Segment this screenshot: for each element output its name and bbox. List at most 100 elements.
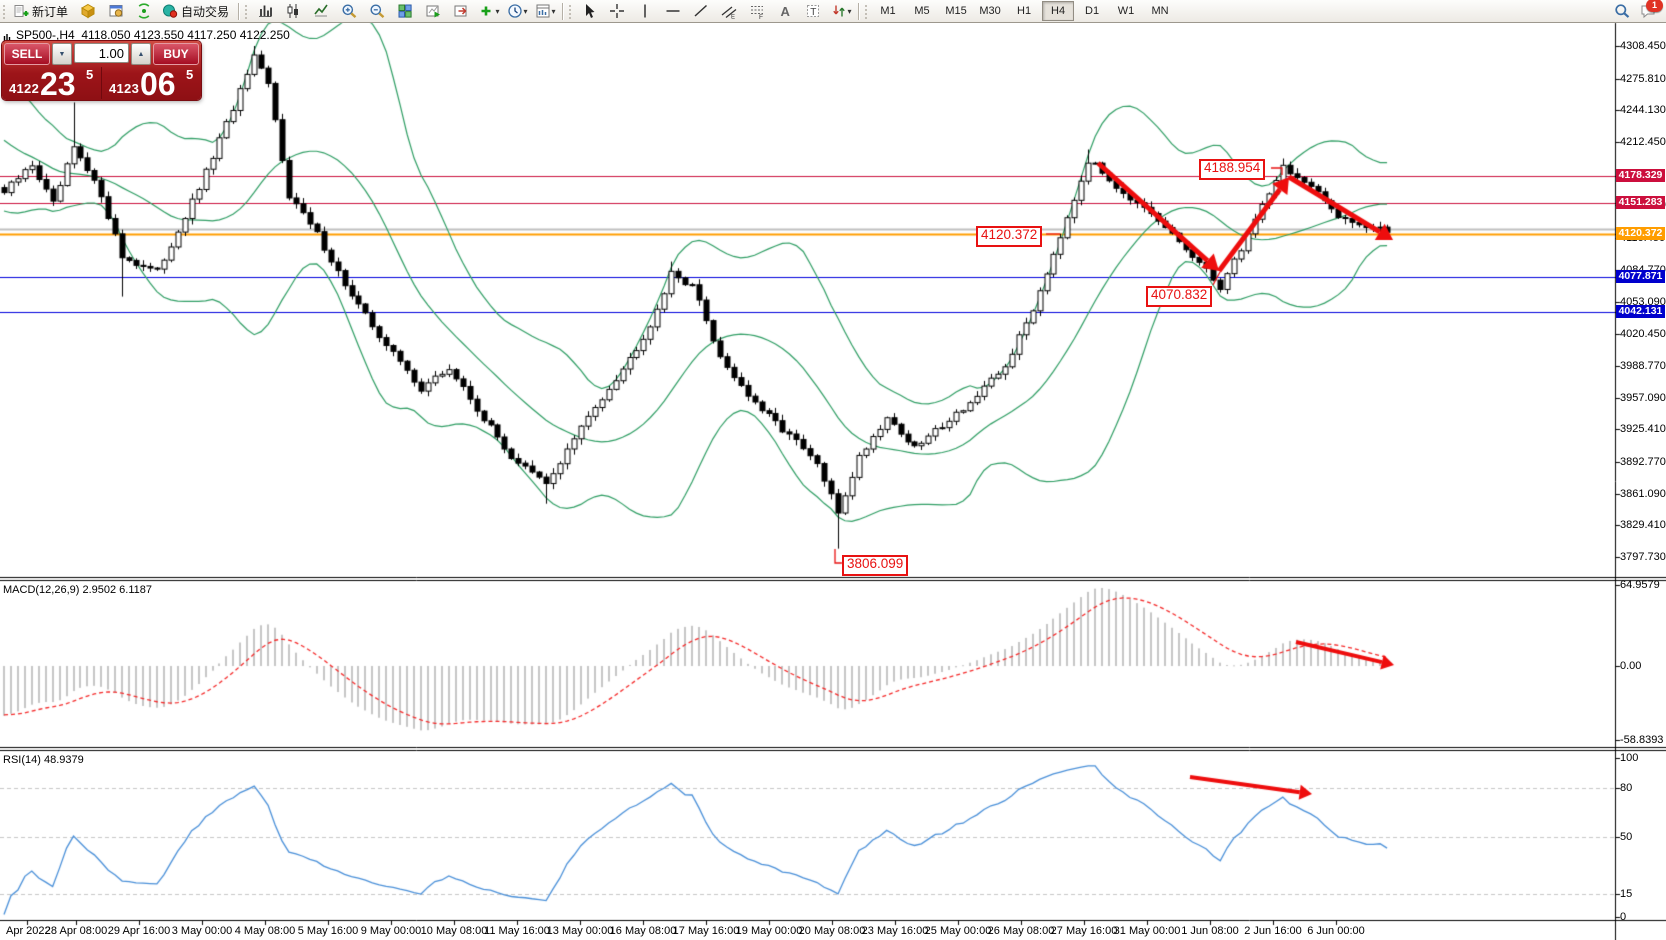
search-button[interactable] xyxy=(1614,3,1630,19)
market-watch-button[interactable] xyxy=(102,1,130,22)
volume-decrease-button[interactable]: ▼ xyxy=(52,43,72,65)
rsi-axis-label: 80 xyxy=(1620,782,1633,794)
toolbar-separator xyxy=(858,2,860,20)
metaquotes-button[interactable] xyxy=(74,1,102,22)
price-annotation[interactable]: 4188.954 xyxy=(1199,159,1266,180)
macd-indicator-label: MACD(12,26,9) 2.9502 6.1187 xyxy=(3,584,152,596)
add-indicator-button[interactable]: ▾ xyxy=(475,1,503,22)
timeframe-m30[interactable]: M30 xyxy=(979,5,1001,17)
time-axis-label: 10 May 08:00 xyxy=(420,925,488,937)
autotrading-button[interactable]: 自动交易 xyxy=(158,1,235,22)
buy-price-sup: 5 xyxy=(186,67,194,82)
svg-text:F: F xyxy=(759,14,763,19)
trendline-button[interactable] xyxy=(687,1,715,22)
chevron-down-icon: ▾ xyxy=(551,6,556,16)
time-axis-label: 19 May 00:00 xyxy=(735,925,803,937)
templates-button[interactable]: ▾ xyxy=(531,1,559,22)
buy-price-main: 06 xyxy=(140,66,176,102)
cursor-icon xyxy=(581,3,597,19)
price-annotation[interactable]: 3806.099 xyxy=(842,555,909,576)
chart-shift-button[interactable] xyxy=(447,1,475,22)
vertical-line-icon xyxy=(637,3,653,19)
one-click-trading-panel: SELL ▼ ▲ BUY 4122 23 5 4123 06 5 xyxy=(2,41,201,102)
rsi-axis-label: 50 xyxy=(1620,831,1633,843)
new-order-icon xyxy=(13,3,29,19)
price-annotation[interactable]: 4120.372 xyxy=(976,226,1043,247)
bar-chart-button[interactable] xyxy=(251,1,279,22)
time-axis-label: 4 May 08:00 xyxy=(234,925,296,937)
macd-axis-label: 0.00 xyxy=(1620,660,1642,672)
fibonacci-button[interactable]: F xyxy=(743,1,771,22)
auto-scroll-button[interactable] xyxy=(419,1,447,22)
candlestick-chart-button[interactable] xyxy=(279,1,307,22)
sell-button[interactable]: SELL xyxy=(4,43,50,65)
template-icon xyxy=(535,3,551,19)
rsi-axis-label: 15 xyxy=(1620,888,1633,900)
trade-panel-top-row: SELL ▼ ▲ BUY xyxy=(2,41,201,65)
time-axis-label: 23 May 16:00 xyxy=(861,925,929,937)
timeframe-m5[interactable]: M5 xyxy=(914,5,930,17)
timeframe-w1[interactable]: W1 xyxy=(1117,5,1135,17)
zoom-in-button[interactable] xyxy=(335,1,363,22)
cursor-button[interactable] xyxy=(575,1,603,22)
arrows-tool-icon xyxy=(831,3,847,19)
text-label-icon: T xyxy=(805,3,821,19)
time-axis-label: 26 May 08:00 xyxy=(987,925,1055,937)
text-button[interactable]: A xyxy=(771,1,799,22)
notifications-button[interactable]: 1 xyxy=(1640,0,1663,19)
time-axis-label: 1 Jun 08:00 xyxy=(1181,925,1239,937)
gold-cube-icon xyxy=(80,3,96,19)
candlestick-icon xyxy=(285,3,301,19)
price-axis-tick: 3797.730 xyxy=(1620,551,1666,563)
buy-price-prefix: 4123 xyxy=(109,81,140,96)
equidistant-channel-button[interactable]: E xyxy=(715,1,743,22)
timeframe-m15[interactable]: M15 xyxy=(945,5,967,17)
new-order-button[interactable]: 新订单 xyxy=(9,1,74,22)
timeframe-h1[interactable]: H1 xyxy=(1017,5,1032,17)
volume-increase-button[interactable]: ▲ xyxy=(131,43,151,65)
clock-icon xyxy=(507,3,523,19)
crosshair-icon xyxy=(609,3,625,19)
timeframe-m1[interactable]: M1 xyxy=(880,5,896,17)
zoom-in-icon xyxy=(341,3,357,19)
arrows-tool-button[interactable]: ▾ xyxy=(827,1,855,22)
crosshair-button[interactable] xyxy=(603,1,631,22)
line-chart-button[interactable] xyxy=(307,1,335,22)
volume-input[interactable] xyxy=(74,43,129,63)
timeframe-h4[interactable]: H4 xyxy=(1042,1,1075,21)
price-axis-tick: 3925.410 xyxy=(1620,423,1666,436)
time-axis-label: 13 May 00:00 xyxy=(546,925,614,937)
horizontal-line-button[interactable] xyxy=(659,1,687,22)
toolbar-drag-handle xyxy=(568,3,573,19)
toolbar-drag-handle xyxy=(864,3,869,19)
data-signal-button[interactable] xyxy=(130,1,158,22)
chevron-down-icon: ▾ xyxy=(847,6,852,16)
time-axis-label: 20 May 08:00 xyxy=(798,925,866,937)
chevron-down-icon: ▾ xyxy=(495,6,500,16)
buy-button[interactable]: BUY xyxy=(153,43,199,65)
toolbar-drag-handle xyxy=(2,3,6,19)
bar-chart-icon xyxy=(257,3,273,19)
time-axis-label: 29 Apr 16:00 xyxy=(107,925,171,937)
price-annotation[interactable]: 4070.832 xyxy=(1146,286,1213,307)
periods-button[interactable]: ▾ xyxy=(503,1,531,22)
magnifier-icon xyxy=(1614,3,1630,19)
time-axis-label: 16 May 08:00 xyxy=(609,925,677,937)
text-label-button[interactable]: T xyxy=(799,1,827,22)
time-axis-label: 6 Jun 00:00 xyxy=(1307,925,1365,937)
price-axis-tick: 4212.450 xyxy=(1620,136,1666,149)
time-axis-label: 11 May 16:00 xyxy=(484,925,550,937)
price-axis-tick: 4020.450 xyxy=(1620,328,1666,341)
add-indicator-icon xyxy=(479,3,495,19)
sell-price[interactable]: 4122 23 5 xyxy=(2,65,101,102)
chart-ohlc-title: SP500-,H4 4118.050 4123.550 4117.250 412… xyxy=(16,28,290,42)
timeframe-mn[interactable]: MN xyxy=(1151,5,1169,17)
buy-price[interactable]: 4123 06 5 xyxy=(102,65,201,102)
toolbar-separator xyxy=(562,2,564,20)
zoom-out-button[interactable] xyxy=(363,1,391,22)
vertical-line-button[interactable] xyxy=(631,1,659,22)
chevron-down-icon: ▾ xyxy=(523,6,528,16)
timeframe-d1[interactable]: D1 xyxy=(1085,5,1100,17)
tile-windows-button[interactable] xyxy=(391,1,419,22)
